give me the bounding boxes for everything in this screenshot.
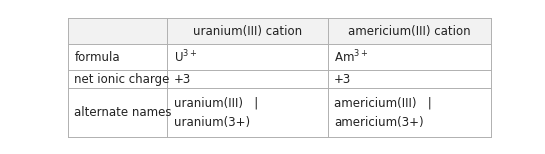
Bar	[68, 88, 167, 137]
Text: americium(3+): americium(3+)	[334, 116, 424, 129]
Bar	[328, 70, 490, 88]
Bar	[68, 44, 167, 70]
Text: $\mathregular{U}^{3+}$: $\mathregular{U}^{3+}$	[174, 49, 197, 65]
Text: uranium(III) cation: uranium(III) cation	[193, 25, 302, 38]
Bar	[167, 44, 328, 70]
Bar	[167, 70, 328, 88]
Bar	[328, 18, 490, 44]
Bar	[328, 88, 490, 137]
Text: uranium(III)   |: uranium(III) |	[174, 96, 258, 109]
Text: net ionic charge: net ionic charge	[75, 73, 170, 86]
Bar	[167, 88, 328, 137]
Text: $\mathregular{Am}^{3+}$: $\mathregular{Am}^{3+}$	[334, 49, 368, 65]
Bar	[68, 18, 167, 44]
Bar	[167, 18, 328, 44]
Text: uranium(3+): uranium(3+)	[174, 116, 250, 129]
Text: americium(III) cation: americium(III) cation	[348, 25, 470, 38]
Text: formula: formula	[75, 51, 120, 63]
Bar	[328, 44, 490, 70]
Bar	[68, 70, 167, 88]
Text: alternate names: alternate names	[75, 106, 172, 119]
Text: americium(III)   |: americium(III) |	[334, 96, 432, 109]
Text: +3: +3	[334, 73, 352, 86]
Text: +3: +3	[174, 73, 191, 86]
